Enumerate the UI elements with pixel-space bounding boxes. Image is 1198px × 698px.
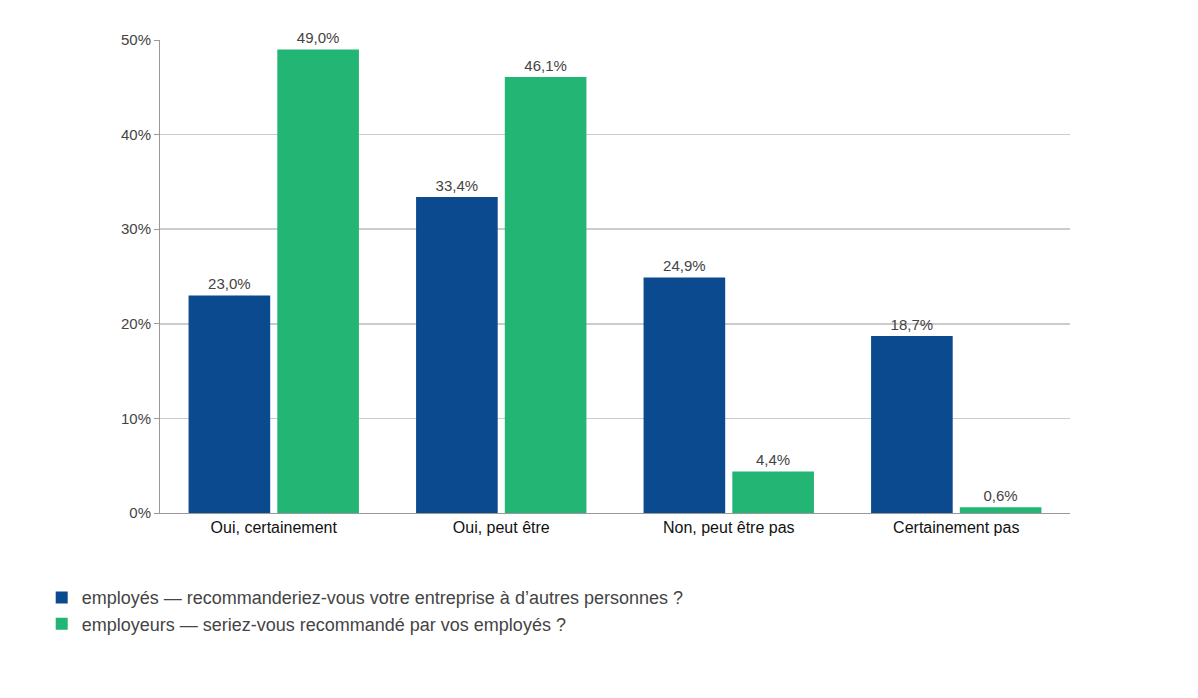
svg-text:40%: 40% [121,126,151,143]
svg-text:18,7%: 18,7% [891,316,934,333]
svg-text:employeurs — seriez-vous recom: employeurs — seriez-vous recommandé par … [82,615,566,635]
svg-text:4,4%: 4,4% [756,451,790,468]
svg-text:Oui, peut être: Oui, peut être [453,519,550,536]
svg-text:30%: 30% [121,220,151,237]
svg-text:10%: 10% [121,410,151,427]
svg-text:49,0%: 49,0% [297,29,340,46]
svg-text:46,1%: 46,1% [524,57,567,74]
svg-text:20%: 20% [121,315,151,332]
svg-text:33,4%: 33,4% [436,177,479,194]
svg-text:employés — recommanderiez-vous: employés — recommanderiez-vous votre ent… [82,588,683,608]
svg-text:23,0%: 23,0% [208,275,251,292]
svg-text:Oui, certainement: Oui, certainement [211,519,338,536]
svg-text:24,9%: 24,9% [663,257,706,274]
svg-text:Non, peut être pas: Non, peut être pas [663,519,795,536]
svg-text:0,6%: 0,6% [984,487,1018,504]
svg-text:Certainement pas: Certainement pas [893,519,1019,536]
svg-text:50%: 50% [121,31,151,48]
svg-text:0%: 0% [129,504,151,521]
